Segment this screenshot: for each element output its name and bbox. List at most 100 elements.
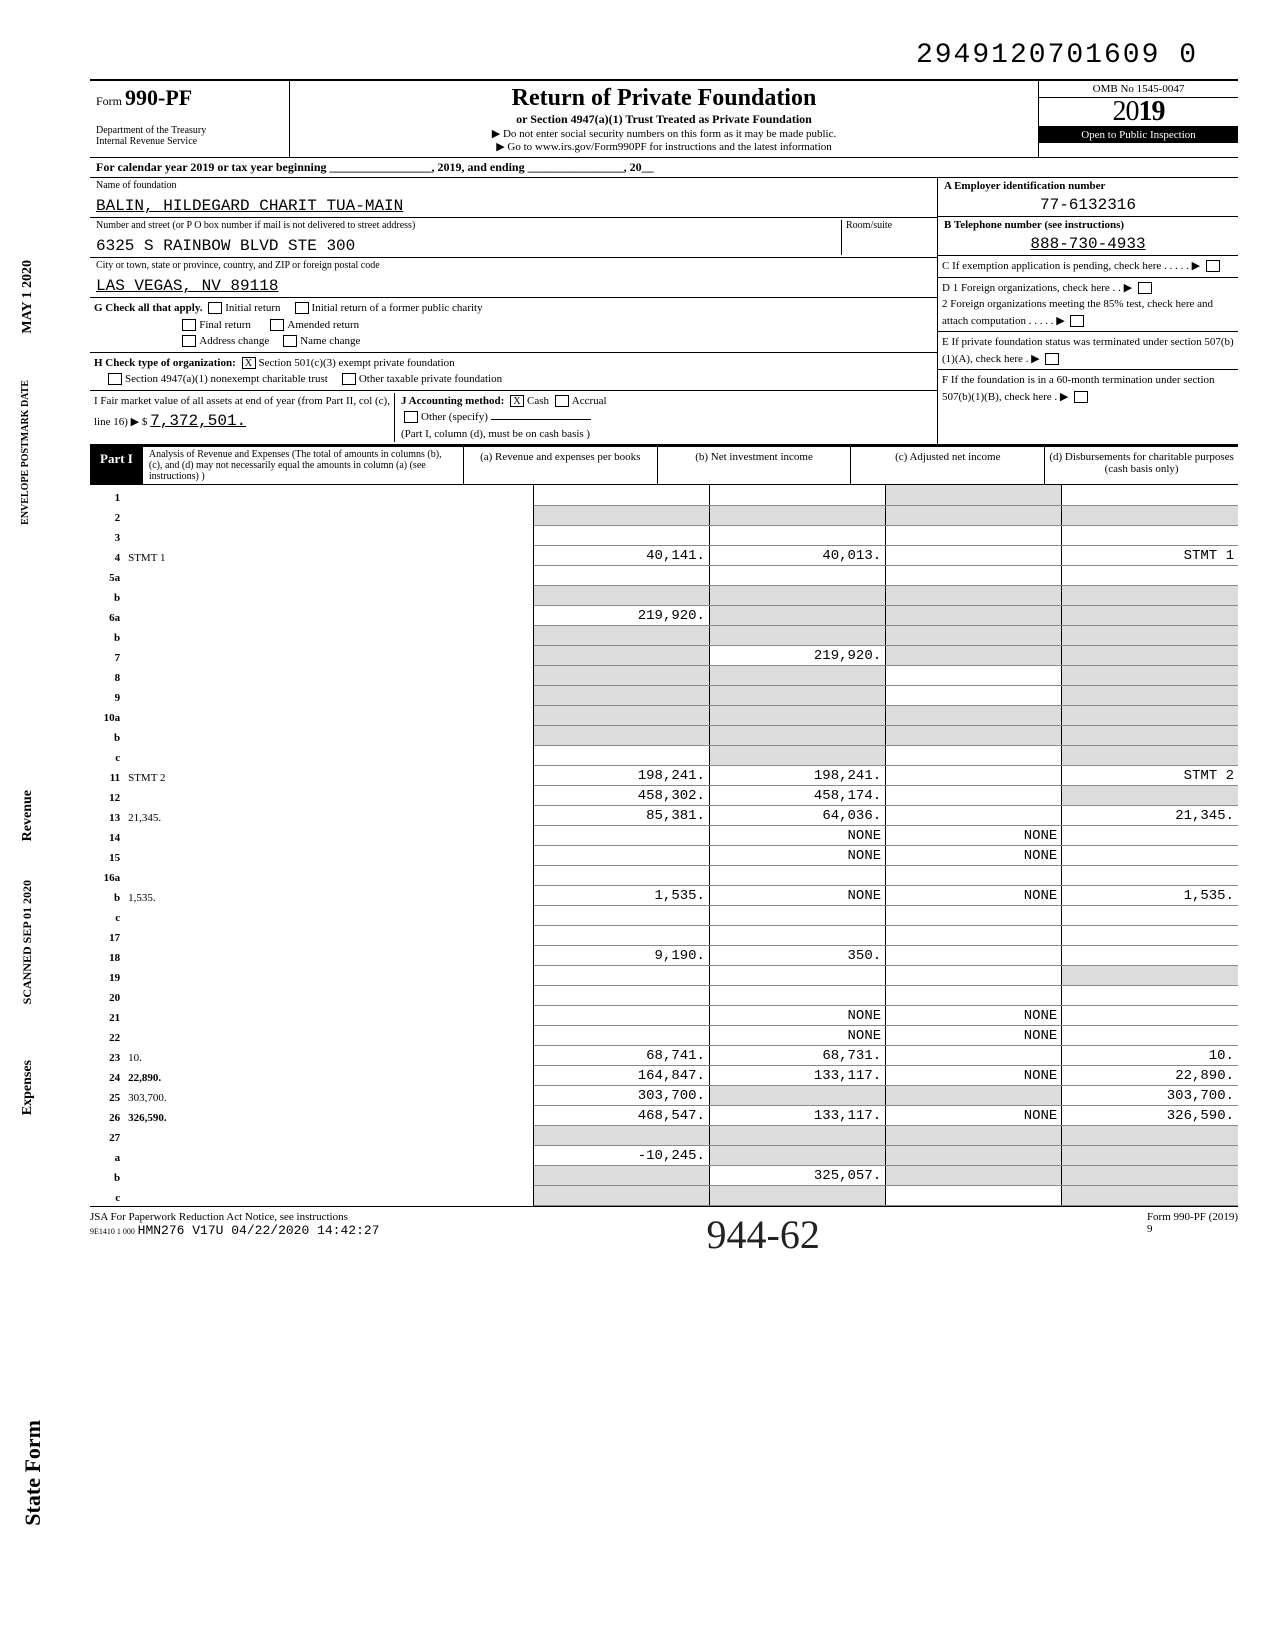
line-desc: 10. [124,1045,533,1065]
col-b-amount: 198,241. [709,765,885,785]
col-b-amount [709,485,885,505]
checkbox-4947a1[interactable] [108,373,122,385]
checkbox-cash[interactable]: X [510,395,524,407]
table-row: 20 [90,985,1238,1005]
checkbox-name-change[interactable] [283,335,297,347]
line-number: b [90,885,124,905]
line-number: 23 [90,1045,124,1065]
col-b-amount: 40,013. [709,545,885,565]
table-row: 21NONENONE [90,1005,1238,1025]
table-row: 3 [90,525,1238,545]
col-b-amount [709,505,885,525]
col-b-amount [709,1085,885,1105]
col-c-amount [886,1165,1062,1185]
table-row: 27 [90,1125,1238,1145]
col-c-amount [886,765,1062,785]
table-row: b [90,585,1238,605]
col-b-amount [709,1145,885,1165]
col-c-amount: NONE [886,885,1062,905]
checkbox-exempt-pending[interactable] [1206,260,1220,272]
table-row: 2310.68,741.68,731.10. [90,1045,1238,1065]
line-desc [124,705,533,725]
checkbox-initial-former[interactable] [295,302,309,314]
table-row: 10a [90,705,1238,725]
col-a-amount [533,685,709,705]
col-c-amount [886,925,1062,945]
line-number: 17 [90,925,124,945]
checkbox-other-method[interactable] [404,411,418,423]
checkbox-final-return[interactable] [182,319,196,331]
line-desc [124,965,533,985]
col-d-amount [1062,485,1238,505]
col-b-amount [709,985,885,1005]
col-b-amount: 68,731. [709,1045,885,1065]
line-e: E If private foundation status was termi… [938,332,1238,370]
line-number: 16a [90,865,124,885]
tax-year: 2019 [1039,98,1238,127]
col-d-amount [1062,1025,1238,1045]
col-a-amount [533,485,709,505]
col-a-amount: 85,381. [533,805,709,825]
table-row: 7219,920. [90,645,1238,665]
checkbox-foreign-org[interactable] [1138,282,1152,294]
col-d-amount [1062,525,1238,545]
col-a-amount [533,1025,709,1045]
col-d-header: (d) Disbursements for charitable purpose… [1044,447,1238,484]
part-1-header: Part I Analysis of Revenue and Expenses … [90,445,1238,485]
table-row: 189,190.350. [90,945,1238,965]
col-d-amount [1062,1165,1238,1185]
col-b-amount: 133,117. [709,1105,885,1125]
col-a-amount [533,1005,709,1025]
col-a-amount [533,1185,709,1205]
checkbox-initial-return[interactable] [208,302,222,314]
checkbox-85pct[interactable] [1070,315,1084,327]
col-d-amount: STMT 2 [1062,765,1238,785]
col-a-amount: 68,741. [533,1045,709,1065]
line-number: 14 [90,825,124,845]
table-row: 19 [90,965,1238,985]
col-c-amount [886,985,1062,1005]
line-number: 15 [90,845,124,865]
col-c-amount [886,785,1062,805]
col-c-amount [886,1185,1062,1205]
checkbox-501c3[interactable]: X [242,357,256,369]
checkbox-amended[interactable] [270,319,284,331]
col-c-amount: NONE [886,825,1062,845]
col-b-amount [709,605,885,625]
checkbox-other-taxable[interactable] [342,373,356,385]
col-d-amount [1062,925,1238,945]
col-c-amount [886,905,1062,925]
part-1-label: Part I [90,447,143,484]
line-desc: 22,890. [124,1065,533,1085]
col-b-amount [709,685,885,705]
form-number: Form 990-PF [96,85,283,111]
telephone-cell: B Telephone number (see instructions) 88… [938,217,1238,256]
checkbox-60month[interactable] [1074,391,1088,403]
checkbox-terminated[interactable] [1045,353,1059,365]
col-d-amount [1062,985,1238,1005]
col-d-amount: 1,535. [1062,885,1238,905]
line-number: c [90,905,124,925]
col-b-amount: 458,174. [709,785,885,805]
col-b-amount [709,525,885,545]
identifying-info: Name of foundation BALIN, HILDEGARD CHAR… [90,178,1238,445]
street-address: 6325 S RAINBOW BLVD STE 300 [96,231,841,255]
col-a-amount [533,1165,709,1185]
form-subtitle-3: ▶ Go to www.irs.gov/Form990PF for instru… [298,140,1030,153]
col-b-amount [709,725,885,745]
col-c-amount: NONE [886,1025,1062,1045]
line-desc [124,745,533,765]
line-desc [124,905,533,925]
line-number: 2 [90,505,124,525]
col-a-amount [533,585,709,605]
line-number: 27 [90,1125,124,1145]
col-d-amount [1062,825,1238,845]
col-c-amount [886,665,1062,685]
col-d-amount [1062,605,1238,625]
col-d-amount [1062,1005,1238,1025]
line-desc [124,1005,533,1025]
footer-stamp: HMN276 V17U 04/22/2020 14:42:27 [138,1223,380,1238]
checkbox-accrual[interactable] [555,395,569,407]
table-row: a-10,245. [90,1145,1238,1165]
checkbox-address-change[interactable] [182,335,196,347]
